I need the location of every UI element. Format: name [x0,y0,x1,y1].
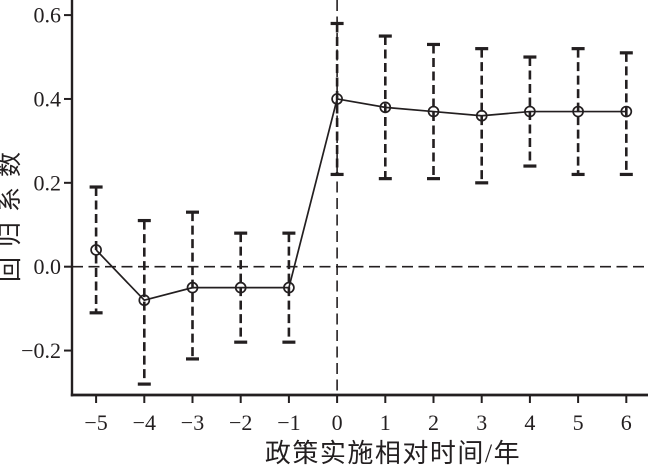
data-point-marker [427,105,440,118]
x-tick-label: 0 [332,410,343,435]
data-point-marker [283,281,295,294]
x-tick-label: 4 [524,410,535,435]
data-point-marker [331,93,343,105]
coefficient-line [95,97,627,302]
y-tick-label: 0.6 [34,3,62,28]
y-tick-label: 0.4 [34,86,62,111]
y-tick-label: −0.2 [21,338,61,363]
data-point-marker [234,281,247,294]
x-tick-label: 1 [380,410,391,435]
x-tick-label: −2 [229,410,252,435]
x-tick-label: 2 [428,410,439,435]
data-point-marker [379,101,392,114]
x-tick-label: 5 [573,410,584,435]
data-point-marker [572,105,584,118]
x-tick-label: 3 [476,410,487,435]
data-point-marker [620,105,633,118]
y-axis-title: 回归系数 [0,142,24,282]
x-tick-label: −5 [84,410,107,435]
data-point-marker [138,294,151,307]
y-tick-label: 0.2 [34,170,62,195]
data-point-marker [186,281,199,294]
data-point-marker [524,105,536,118]
x-tick-label: −1 [277,410,300,435]
x-tick-label: −3 [181,410,204,435]
x-tick-label: −4 [133,410,156,435]
data-point-marker [90,244,102,256]
y-tick-label: 0.0 [34,254,62,279]
x-tick-label: 6 [621,410,632,435]
x-axis-title: 政策实施相对时间/年 [265,439,521,468]
data-point-marker [475,109,488,122]
